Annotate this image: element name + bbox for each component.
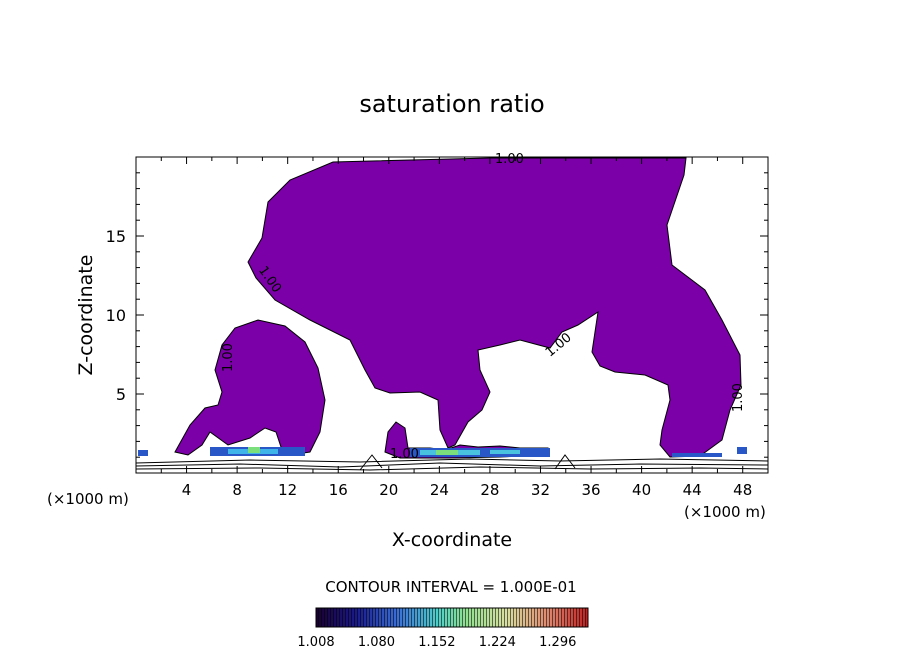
colorbar-tick-label: 1.080 [358, 635, 395, 650]
x-tick-label: 12 [278, 481, 297, 499]
contour-labels: 1.00 1.00 1.00 1.00 1.00 1.00 [221, 152, 746, 462]
upper-saturated-region [247, 157, 742, 458]
left-saturated-region [174, 319, 326, 456]
plot-area: 1.00 1.00 1.00 1.00 1.00 1.00 [135, 152, 769, 474]
x-unit-left: (×1000 m) [47, 490, 129, 508]
colorbar-tick-label: 1.152 [418, 635, 455, 650]
contour-label: 1.00 [390, 447, 419, 462]
x-tick-label: 16 [329, 481, 348, 499]
contour-label: 1.00 [495, 152, 524, 167]
x-tick-label: 20 [379, 481, 398, 499]
x-tick-label: 28 [480, 481, 499, 499]
contour-interval-text: CONTOUR INTERVAL = 1.000E-01 [325, 578, 576, 596]
x-tick-label: 32 [531, 481, 550, 499]
colorbar: 1.008 1.080 1.152 1.224 1.296 [297, 607, 589, 650]
x-tick-label: 44 [683, 481, 702, 499]
high-ratio-band [138, 447, 747, 457]
x-tick-label: 36 [581, 481, 600, 499]
colorbar-tick-label: 1.296 [539, 635, 576, 650]
y-axis-label: Z-coordinate [75, 255, 97, 376]
x-tick-label: 40 [632, 481, 651, 499]
y-tick-label: 15 [106, 227, 126, 246]
ground-contours [135, 454, 769, 471]
x-tick-label: 24 [430, 481, 449, 499]
y-tick-label: 5 [116, 385, 126, 404]
x-unit-right: (×1000 m) [684, 503, 766, 521]
y-tick-label: 10 [106, 306, 126, 325]
x-tick-label: 4 [182, 481, 192, 499]
colorbar-tick-label: 1.008 [297, 635, 334, 650]
contour-label: 1.00 [731, 383, 746, 412]
contour-label: 1.00 [221, 343, 236, 372]
chart-title: saturation ratio [359, 90, 544, 118]
x-axis-label: X-coordinate [392, 529, 512, 551]
colorbar-tick-label: 1.224 [479, 635, 516, 650]
x-tick-label: 8 [232, 481, 242, 499]
x-tick-label: 48 [733, 481, 752, 499]
